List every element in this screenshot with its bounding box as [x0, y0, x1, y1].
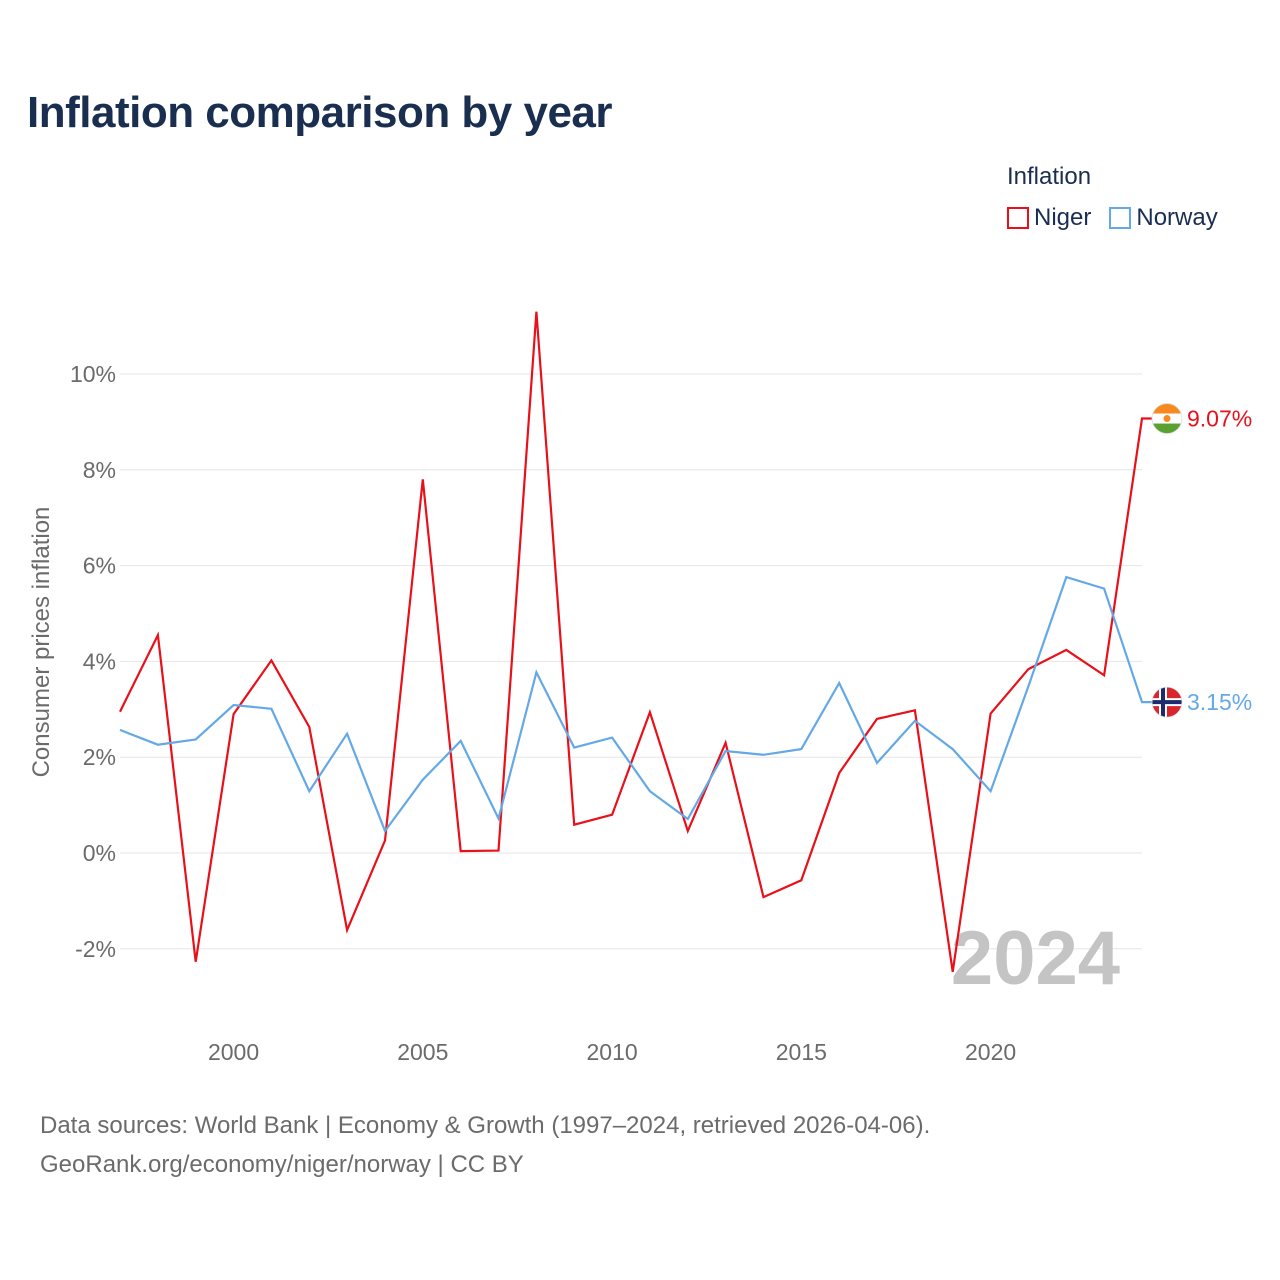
end-label-norway: 3.15%	[1187, 689, 1252, 715]
x-tick-label: 2005	[397, 1039, 448, 1065]
y-axis-ticks: -2% 0% 2% 4% 6% 8% 10%	[70, 361, 116, 962]
x-axis-ticks: 2000 2005 2010 2015 2020	[208, 1039, 1016, 1065]
y-tick-label: -2%	[75, 936, 116, 962]
x-tick-label: 2000	[208, 1039, 259, 1065]
y-tick-label: 8%	[83, 457, 116, 483]
x-tick-label: 2015	[776, 1039, 827, 1065]
year-watermark: 2024	[951, 916, 1120, 1001]
legend-swatch-norway	[1109, 207, 1132, 229]
series-lines	[119, 311, 1152, 972]
legend-swatch-niger	[1007, 207, 1029, 229]
legend-item-niger[interactable]: Niger	[1007, 204, 1091, 232]
x-tick-label: 2020	[965, 1039, 1016, 1065]
y-tick-label: 2%	[83, 744, 116, 770]
y-tick-label: 0%	[83, 840, 116, 866]
flag-norway-icon	[1151, 686, 1183, 718]
end-label-niger: 9.07%	[1187, 406, 1252, 432]
grid	[120, 373, 1142, 950]
y-tick-label: 10%	[70, 361, 116, 387]
source-line-2[interactable]: GeoRank.org/economy/niger/norway | CC BY	[40, 1151, 524, 1178]
series-line-norway	[119, 575, 1152, 834]
legend: Niger Norway	[1007, 204, 1236, 232]
y-tick-label: 4%	[83, 648, 116, 674]
y-tick-label: 6%	[83, 553, 116, 579]
series-line-niger	[119, 311, 1152, 972]
x-tick-label: 2010	[586, 1039, 637, 1065]
legend-label-norway: Norway	[1136, 204, 1218, 231]
flag-niger-icon	[1151, 403, 1183, 434]
source-note: Data sources: World Bank | Economy & Gro…	[40, 1106, 930, 1184]
source-line-1: Data sources: World Bank | Economy & Gro…	[40, 1112, 931, 1139]
chart-title: Inflation comparison by year	[27, 88, 613, 137]
legend-label-niger: Niger	[1034, 204, 1092, 231]
legend-item-norway[interactable]: Norway	[1109, 204, 1218, 232]
legend-title: Inflation	[1007, 163, 1092, 190]
end-markers: 9.07% 3.15%	[1151, 403, 1252, 718]
